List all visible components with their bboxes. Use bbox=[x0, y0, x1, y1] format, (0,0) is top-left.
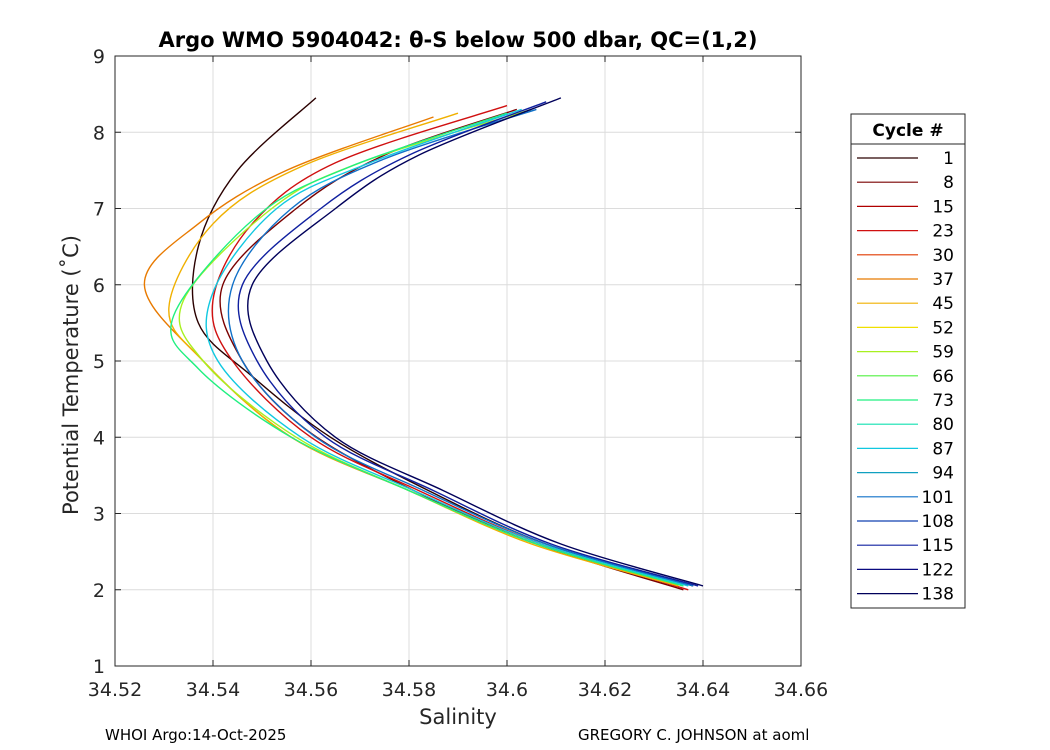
series-line-cycle-73 bbox=[169, 112, 684, 587]
x-tick-label: 34.56 bbox=[284, 679, 338, 701]
footer-source: WHOI Argo:14-Oct-2025 bbox=[105, 726, 287, 744]
y-tick-label: 9 bbox=[93, 46, 105, 68]
legend-label-59: 59 bbox=[932, 343, 954, 363]
legend-label-52: 52 bbox=[932, 318, 954, 338]
legend-title: Cycle # bbox=[872, 121, 943, 141]
legend-label-80: 80 bbox=[932, 415, 954, 435]
y-tick-label: 3 bbox=[93, 504, 105, 526]
x-tick-label: 34.54 bbox=[186, 679, 240, 701]
y-tick-label: 8 bbox=[93, 122, 105, 144]
legend-label-1: 1 bbox=[943, 149, 954, 169]
series-line-cycle-101 bbox=[227, 108, 694, 587]
x-tick-label: 34.64 bbox=[676, 679, 730, 701]
legend-label-37: 37 bbox=[932, 270, 954, 290]
legend-label-15: 15 bbox=[932, 197, 954, 217]
legend-label-122: 122 bbox=[922, 560, 954, 580]
legend-label-94: 94 bbox=[932, 464, 954, 484]
legend-label-87: 87 bbox=[932, 439, 954, 459]
x-tick-label: 34.52 bbox=[88, 679, 142, 701]
series-line-cycle-59 bbox=[178, 108, 684, 587]
legend-entries: 1 8 15 23 30 37 45 52 59 66 73 80 87 94 101 108 115 122 13… bbox=[857, 149, 954, 605]
legend: Cycle # 1 8 15 23 30 37 45 52 59 66 73 80 87 94 101 108… bbox=[850, 113, 966, 609]
x-tick-label: 34.66 bbox=[774, 679, 828, 701]
y-tick-label: 4 bbox=[93, 427, 105, 449]
legend-box bbox=[850, 113, 966, 609]
legend-label-45: 45 bbox=[932, 294, 954, 314]
y-tick-label: 6 bbox=[93, 275, 105, 297]
x-axis-label: Salinity bbox=[419, 705, 497, 729]
x-tick-label: 34.6 bbox=[486, 679, 528, 701]
y-tick-label: 1 bbox=[93, 656, 105, 678]
legend-label-8: 8 bbox=[943, 173, 954, 193]
y-tick-label: 5 bbox=[93, 351, 105, 373]
series-line-cycle-87 bbox=[205, 108, 689, 587]
series-line-cycle-45 bbox=[168, 112, 679, 587]
x-axis-ticks: 34.52 34.54 34.56 34.58 34.6 34.62 34.64 34.66 bbox=[88, 56, 828, 701]
series-line-cycle-115 bbox=[237, 101, 699, 587]
legend-label-108: 108 bbox=[922, 512, 954, 532]
series-line-cycle-8 bbox=[219, 108, 684, 591]
series-lines bbox=[143, 97, 704, 591]
y-tick-label: 7 bbox=[93, 199, 105, 221]
chart-title: Argo WMO 5904042: θ-S below 500 dbar, QC… bbox=[159, 28, 758, 52]
series-line-cycle-138 bbox=[247, 97, 704, 587]
legend-label-66: 66 bbox=[932, 367, 954, 387]
y-axis-label: Potential Temperature (˚C) bbox=[59, 235, 83, 515]
x-tick-label: 34.62 bbox=[578, 679, 632, 701]
series-line-cycle-1 bbox=[191, 97, 694, 587]
legend-label-115: 115 bbox=[922, 536, 954, 556]
y-axis-ticks: 1 2 3 4 5 6 7 8 9 bbox=[93, 46, 801, 678]
legend-label-73: 73 bbox=[932, 391, 954, 411]
legend-label-101: 101 bbox=[922, 488, 954, 508]
legend-label-23: 23 bbox=[932, 222, 954, 242]
y-tick-label: 2 bbox=[93, 580, 105, 602]
legend-label-30: 30 bbox=[932, 246, 954, 266]
x-tick-label: 34.58 bbox=[382, 679, 436, 701]
series-line-cycle-23 bbox=[211, 104, 689, 591]
footer-author: GREGORY C. JOHNSON at aoml bbox=[578, 726, 810, 744]
legend-label-138: 138 bbox=[922, 585, 954, 605]
